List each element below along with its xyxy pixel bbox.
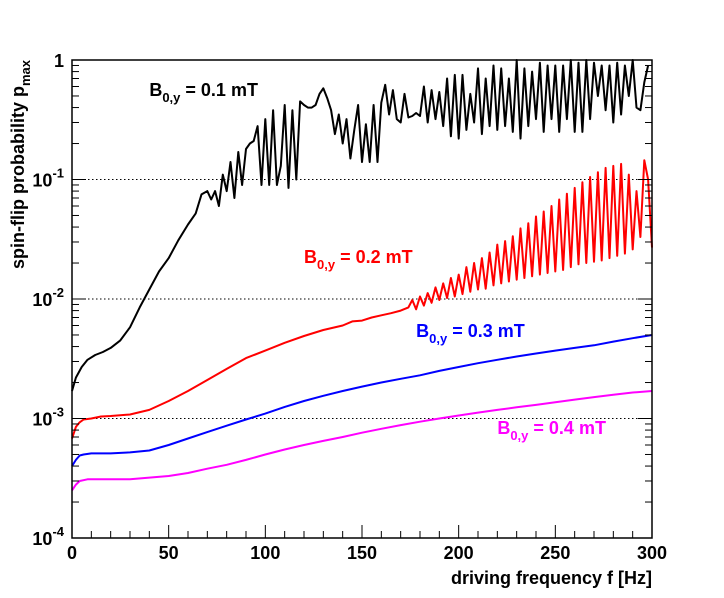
series-label-value: = 0.4 mT xyxy=(528,418,606,438)
y-tick-label: 10-1 xyxy=(32,166,64,191)
series-line-1 xyxy=(71,59,650,392)
y-tick-label-base: 10 xyxy=(32,171,52,191)
series-line-2 xyxy=(71,159,653,439)
y-axis-label: spin-flip probability pmax xyxy=(8,59,33,269)
series-label-subscript: 0,y xyxy=(510,428,529,443)
series-line-4 xyxy=(71,390,653,491)
series-label-1: B0,y = 0.1 mT xyxy=(149,80,258,105)
series-label-subscript: 0,y xyxy=(162,90,181,105)
x-tick-label: 0 xyxy=(67,543,77,563)
series-label-3: B0,y = 0.3 mT xyxy=(416,321,525,346)
data-series xyxy=(71,59,653,491)
x-tick-labels: 0 50 100 150 200 250 300 xyxy=(67,543,667,563)
y-tick-label-base: 10 xyxy=(32,290,52,310)
series-label-main: B xyxy=(497,418,510,438)
series-line-3 xyxy=(71,334,653,467)
x-tick-label: 300 xyxy=(637,543,667,563)
y-axis-label-main: spin-flip probability p xyxy=(8,86,28,269)
y-tick-label-base: 10 xyxy=(32,410,52,430)
y-tick-label-exponent: -1 xyxy=(52,166,64,181)
x-tick-label: 250 xyxy=(540,543,570,563)
x-tick-label: 150 xyxy=(347,543,377,563)
x-tick-label: 50 xyxy=(159,543,179,563)
series-label-main: B xyxy=(149,80,162,100)
y-tick-label: 10-3 xyxy=(32,405,64,430)
y-tick-label: 10-4 xyxy=(32,524,64,549)
y-tick-label-exponent: -3 xyxy=(52,405,64,420)
y-tick-label-exponent: -2 xyxy=(52,285,64,300)
x-tick-label: 200 xyxy=(444,543,474,563)
y-tick-label-exponent: -4 xyxy=(52,524,64,539)
x-tick-label: 100 xyxy=(250,543,280,563)
series-label-value: = 0.3 mT xyxy=(447,321,525,341)
y-tick-label-base: 10 xyxy=(32,529,52,549)
series-label-value: = 0.2 mT xyxy=(335,247,413,267)
series-label-4: B0,y = 0.4 mT xyxy=(497,418,606,443)
series-label-2: B0,y = 0.2 mT xyxy=(304,247,413,272)
x-axis-label: driving frequency f [Hz] xyxy=(451,568,652,588)
y-axis-label-subscript: max xyxy=(18,59,33,86)
y-tick-labels: 110-110-210-310-4 xyxy=(32,51,64,549)
y-tick-label-base: 1 xyxy=(54,51,64,71)
y-tick-label: 1 xyxy=(54,51,64,71)
axis-ticks xyxy=(71,64,653,539)
series-label-subscript: 0,y xyxy=(429,331,448,346)
series-label-value: = 0.1 mT xyxy=(180,80,258,100)
series-label-main: B xyxy=(416,321,429,341)
gridlines xyxy=(72,179,652,419)
series-label-subscript: 0,y xyxy=(317,257,336,272)
series-label-main: B xyxy=(304,247,317,267)
y-tick-label: 10-2 xyxy=(32,285,64,310)
